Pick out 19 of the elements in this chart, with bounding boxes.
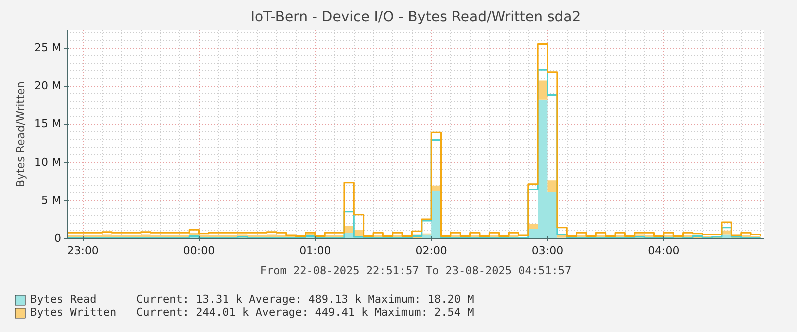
text: Current: 244.01 k Average: 449.41 k Maximum: 2.54 M	[136, 306, 475, 319]
x-axis-title: From 22-08-2025 22:51:57 To 23-08-2025 04:51:57	[260, 264, 572, 278]
y-tick-label: 20 M	[34, 80, 62, 93]
y-tick-label: 5 M	[42, 194, 62, 207]
text: Current: 13.31 k Average: 489.13 k Maximum: 18.20 M	[136, 293, 475, 306]
x-tick-label: 04:00	[648, 244, 680, 258]
chart-title: IoT-Bern - Device I/O - Bytes Read/Written sda2	[250, 10, 582, 26]
y-tick-label: 0	[54, 232, 62, 245]
x-tick-label: 01:00	[300, 244, 332, 258]
x-tick-label: 03:00	[532, 244, 564, 258]
y-tick-label: 15 M	[34, 118, 62, 131]
x-tick-label: 02:00	[416, 244, 448, 258]
y-tick-label: 10 M	[34, 156, 62, 169]
legend-label: Bytes Read	[30, 293, 97, 306]
y-tick-label: 25 M	[34, 42, 62, 55]
y-axis-title: Bytes Read/Written	[14, 81, 28, 188]
x-tick-label: 23:00	[67, 244, 99, 258]
x-tick-label: 00:00	[183, 244, 216, 258]
legend-label: Bytes Written	[30, 306, 117, 319]
